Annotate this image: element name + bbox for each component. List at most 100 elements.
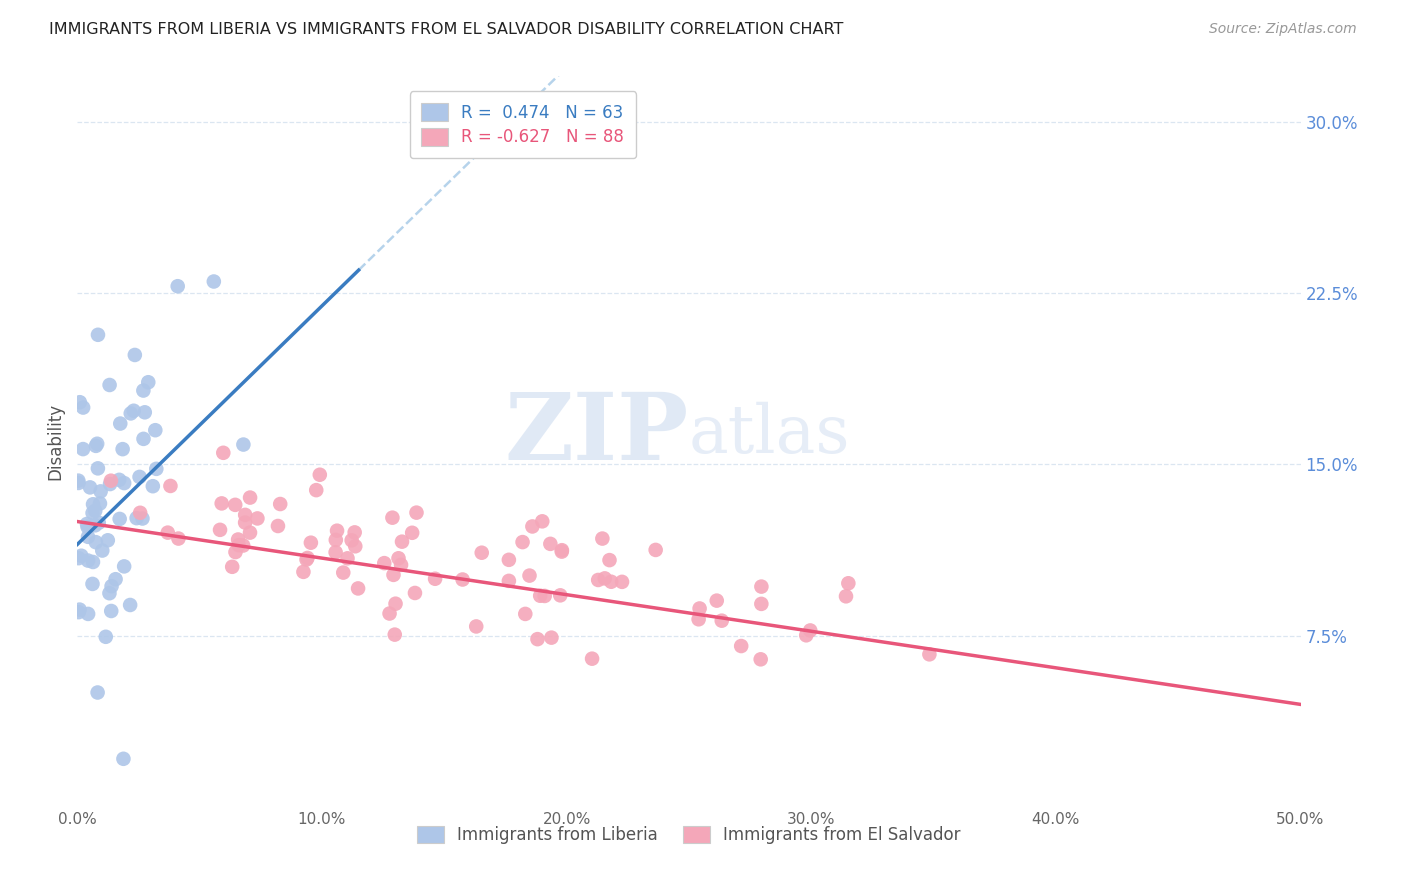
Point bbox=[84, 518, 107, 533]
Point bbox=[751, 597, 773, 611]
Point bbox=[405, 506, 427, 520]
Point bbox=[72, 442, 94, 456]
Point bbox=[512, 535, 534, 549]
Point bbox=[143, 423, 166, 437]
Point bbox=[111, 442, 134, 457]
Point bbox=[519, 568, 541, 582]
Point bbox=[82, 577, 104, 591]
Point bbox=[531, 514, 554, 528]
Point bbox=[391, 534, 413, 549]
Point bbox=[131, 511, 153, 525]
Point bbox=[325, 545, 347, 559]
Point bbox=[77, 607, 100, 621]
Point bbox=[581, 651, 603, 665]
Point bbox=[145, 462, 167, 476]
Point bbox=[132, 432, 155, 446]
Point bbox=[69, 602, 91, 616]
Point bbox=[211, 496, 233, 510]
Point bbox=[423, 572, 446, 586]
Point bbox=[267, 519, 290, 533]
Point bbox=[551, 543, 574, 558]
Point bbox=[689, 601, 711, 615]
Point bbox=[108, 512, 131, 526]
Point bbox=[159, 479, 181, 493]
Point bbox=[224, 498, 246, 512]
Point bbox=[87, 516, 110, 530]
Point bbox=[84, 504, 107, 518]
Point bbox=[67, 475, 90, 490]
Point bbox=[688, 612, 710, 626]
Point bbox=[749, 652, 772, 666]
Point bbox=[343, 525, 366, 540]
Point bbox=[269, 497, 291, 511]
Point bbox=[401, 525, 423, 540]
Point bbox=[98, 378, 121, 392]
Point bbox=[471, 546, 494, 560]
Point bbox=[522, 519, 544, 533]
Point bbox=[465, 619, 488, 633]
Point bbox=[112, 476, 135, 491]
Point bbox=[77, 530, 100, 544]
Point bbox=[120, 406, 142, 420]
Point bbox=[86, 685, 108, 699]
Point bbox=[112, 752, 135, 766]
Point bbox=[136, 376, 159, 390]
Point bbox=[112, 559, 135, 574]
Point bbox=[84, 439, 107, 453]
Point bbox=[110, 417, 132, 431]
Point bbox=[799, 624, 821, 638]
Point bbox=[79, 480, 101, 494]
Point bbox=[382, 567, 405, 582]
Point bbox=[551, 544, 574, 558]
Point bbox=[751, 580, 773, 594]
Point bbox=[82, 497, 104, 511]
Point bbox=[292, 565, 315, 579]
Point bbox=[644, 543, 666, 558]
Point bbox=[67, 605, 90, 619]
Point bbox=[67, 474, 90, 488]
Point bbox=[87, 461, 110, 475]
Text: atlas: atlas bbox=[689, 401, 851, 467]
Point bbox=[69, 395, 91, 409]
Point bbox=[378, 607, 401, 621]
Point bbox=[529, 589, 551, 603]
Point bbox=[221, 559, 243, 574]
Point bbox=[384, 597, 406, 611]
Point bbox=[72, 401, 94, 415]
Point bbox=[299, 535, 322, 549]
Point bbox=[70, 549, 93, 563]
Point bbox=[108, 473, 131, 487]
Point bbox=[835, 590, 858, 604]
Point bbox=[730, 639, 752, 653]
Point bbox=[533, 589, 555, 603]
Point bbox=[104, 572, 127, 586]
Point bbox=[156, 525, 179, 540]
Point bbox=[91, 543, 114, 558]
Point bbox=[142, 479, 165, 493]
Text: IMMIGRANTS FROM LIBERIA VS IMMIGRANTS FROM EL SALVADOR DISABILITY CORRELATION CH: IMMIGRANTS FROM LIBERIA VS IMMIGRANTS FR… bbox=[49, 22, 844, 37]
Point bbox=[132, 384, 155, 398]
Point bbox=[208, 523, 231, 537]
Point bbox=[167, 532, 190, 546]
Point bbox=[794, 628, 817, 642]
Point bbox=[548, 588, 571, 602]
Point bbox=[226, 533, 249, 547]
Point bbox=[224, 545, 246, 559]
Point bbox=[239, 525, 262, 540]
Legend: Immigrants from Liberia, Immigrants from El Salvador: Immigrants from Liberia, Immigrants from… bbox=[408, 815, 970, 854]
Point bbox=[387, 551, 409, 566]
Point bbox=[202, 275, 225, 289]
Point bbox=[326, 524, 349, 538]
Point bbox=[129, 506, 152, 520]
Point bbox=[212, 446, 235, 460]
Point bbox=[98, 586, 121, 600]
Point bbox=[336, 551, 359, 566]
Point bbox=[347, 582, 370, 596]
Point bbox=[404, 586, 426, 600]
Point bbox=[233, 508, 256, 522]
Point bbox=[593, 571, 616, 585]
Point bbox=[305, 483, 328, 497]
Point bbox=[381, 510, 404, 524]
Point bbox=[526, 632, 548, 647]
Point bbox=[498, 553, 520, 567]
